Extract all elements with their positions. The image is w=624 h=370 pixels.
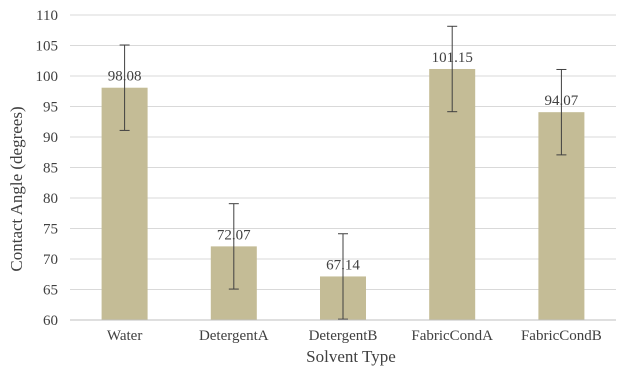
error-bars — [119, 25, 567, 320]
y-tick-label: 105 — [36, 39, 59, 55]
data-label: 67.14 — [326, 257, 360, 273]
y-tick-label: 110 — [36, 8, 58, 24]
data-label: 94.07 — [545, 93, 579, 109]
y-tick-label: 75 — [43, 222, 58, 238]
y-tick-label: 90 — [43, 130, 58, 146]
y-axis-ticks: 60 65 70 75 80 85 90 95 100 105 110 — [36, 8, 59, 329]
y-tick-label: 80 — [43, 191, 58, 207]
x-tick-label: Water — [107, 328, 142, 344]
x-axis-label: Solvent Type — [306, 347, 396, 366]
y-tick-label: 70 — [43, 252, 58, 268]
x-tick-label: FabricCondB — [521, 328, 602, 344]
x-tick-label: FabricCondA — [411, 328, 493, 344]
y-tick-label: 95 — [43, 100, 58, 116]
y-tick-label: 100 — [36, 69, 59, 85]
data-label: 72.07 — [217, 227, 251, 243]
data-label: 98.08 — [108, 69, 142, 85]
y-tick-label: 60 — [43, 313, 58, 329]
x-tick-label: DetergentA — [199, 328, 269, 344]
gridlines — [70, 14, 616, 290]
data-labels: 98.08 72.07 67.14 101.15 94.07 — [108, 50, 579, 273]
y-axis-label: Contact Angle (degrees) — [7, 106, 26, 271]
x-tick-label: DetergentB — [309, 328, 378, 344]
y-tick-label: 65 — [43, 283, 58, 299]
x-axis-ticks: Water DetergentA DetergentB FabricCondA Fabr… — [107, 328, 602, 344]
y-tick-label: 85 — [43, 161, 58, 177]
data-label: 101.15 — [432, 50, 473, 66]
